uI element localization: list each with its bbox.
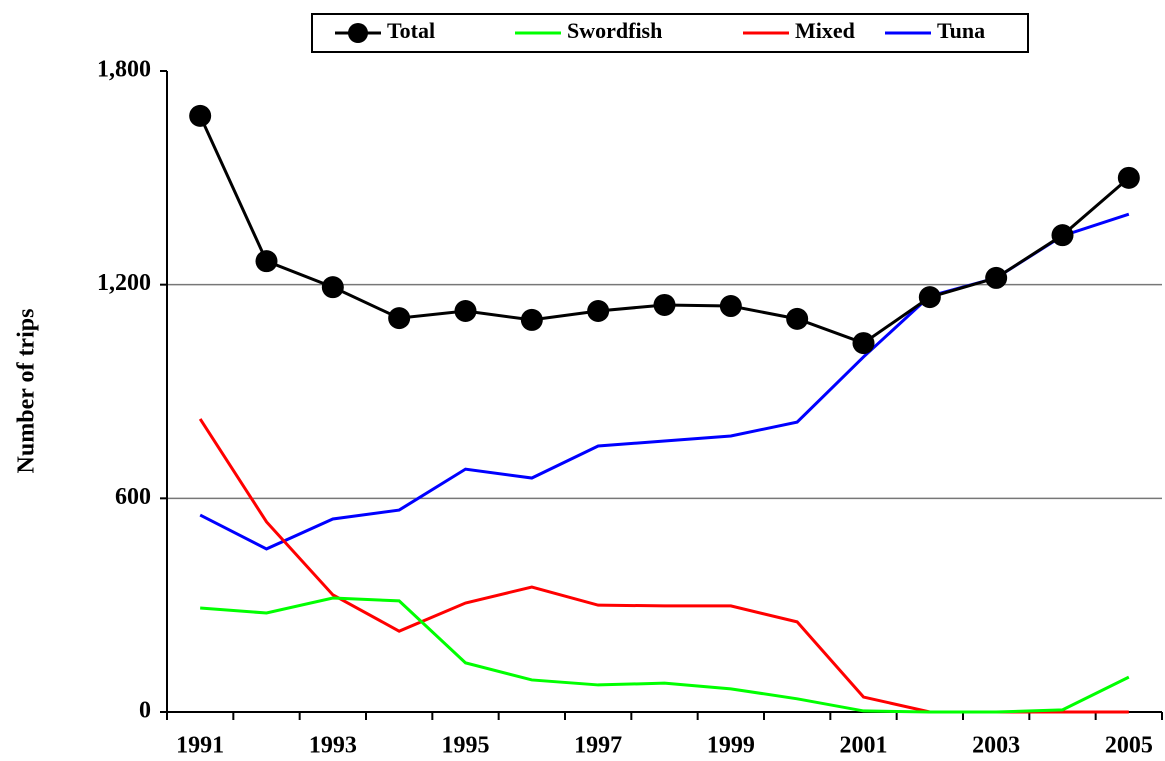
series-marker [255, 250, 278, 273]
series-line [200, 596, 1130, 714]
legend-marker [348, 23, 368, 43]
series-marker [653, 293, 676, 316]
series-marker [587, 300, 610, 323]
series-marker [454, 300, 477, 323]
series-marker [985, 266, 1008, 289]
x-tick-label: 2001 [840, 733, 888, 759]
series-marker [520, 308, 543, 331]
y-axis-label: Number of trips [14, 309, 40, 474]
series-marker [321, 276, 344, 299]
series-marker [1051, 224, 1074, 247]
legend-label: Total [387, 18, 435, 43]
legend: Total Swordfish Mixed Tuna [335, 18, 985, 43]
x-tick-label: 2005 [1105, 733, 1153, 759]
x-tick-label: 1991 [176, 733, 224, 759]
series-marker [852, 332, 875, 355]
x-tick-label: 1997 [574, 733, 622, 759]
x-tick-label: 1993 [309, 733, 357, 759]
series-marker [388, 307, 411, 330]
series-line [198, 418, 1129, 714]
x-tick-label: 2003 [972, 733, 1020, 759]
series-marker [786, 307, 809, 330]
x-tick-label: 1995 [442, 733, 490, 759]
legend-label: Tuna [937, 18, 985, 43]
x-tick-label: 1999 [707, 733, 755, 759]
y-tick-label: 1,200 [97, 270, 151, 296]
y-tick-label: 600 [115, 484, 151, 510]
legend-label: Mixed [795, 18, 855, 43]
y-tick-label: 1,800 [97, 57, 151, 83]
series-marker [189, 104, 212, 127]
series-marker [1117, 166, 1140, 189]
legend-label: Swordfish [567, 18, 662, 43]
series-marker [719, 295, 742, 318]
series-marker [918, 286, 941, 309]
y-tick-label: 0 [139, 698, 151, 724]
